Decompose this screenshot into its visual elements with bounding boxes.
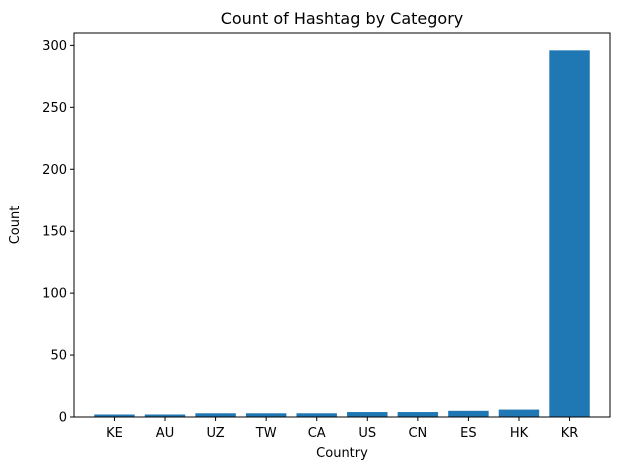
bar-ca xyxy=(296,413,337,417)
y-tick-label: 150 xyxy=(42,225,67,240)
y-tick-label: 300 xyxy=(42,39,67,54)
y-axis-label: Count xyxy=(8,206,23,245)
plot-frame xyxy=(73,32,611,418)
x-tick-label: TW xyxy=(255,426,277,441)
y-tick-label: 200 xyxy=(42,163,67,178)
bar-hk xyxy=(498,409,540,417)
x-tick-label: US xyxy=(358,426,376,441)
bar-uz xyxy=(195,413,236,417)
bar-kr xyxy=(549,50,590,418)
x-tick-label: ES xyxy=(460,426,476,441)
x-tick-label: CA xyxy=(308,426,326,441)
x-tick-label: KE xyxy=(106,426,123,441)
bar-es xyxy=(448,410,489,417)
y-tick-label: 100 xyxy=(42,287,67,302)
y-tick-label: 250 xyxy=(42,101,67,116)
x-tick-label: UZ xyxy=(206,426,224,441)
x-axis-label: Country xyxy=(316,446,368,461)
y-axis: 0 50 100 150 200 250 300 xyxy=(42,39,74,426)
bar-au xyxy=(144,414,186,417)
bar-ke xyxy=(94,414,135,417)
x-tick-label: CN xyxy=(408,426,427,441)
x-tick-label: HK xyxy=(510,426,529,441)
bar-tw xyxy=(245,413,287,417)
y-tick-label: 50 xyxy=(50,349,67,364)
bar-us xyxy=(347,412,388,417)
bar-cn xyxy=(397,412,439,417)
x-tick-label: KR xyxy=(561,426,579,441)
x-axis: KE AU UZ TW CA US CN ES HK KR xyxy=(106,417,578,441)
x-tick-label: AU xyxy=(156,426,174,441)
chart-title: Count of Hashtag by Category xyxy=(221,9,464,28)
bars-group xyxy=(94,50,590,418)
y-tick-label: 0 xyxy=(59,411,67,426)
